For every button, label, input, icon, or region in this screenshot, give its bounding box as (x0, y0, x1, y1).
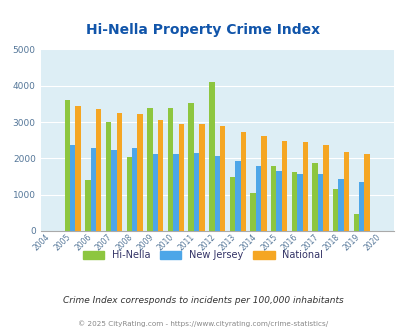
Bar (75, 106, 81, 231)
Bar (220, 126, 225, 231)
Bar (199, 124, 204, 231)
Text: Crime Index corresponds to incidents per 100,000 inhabitants: Crime Index corresponds to incidents per… (62, 296, 343, 305)
Bar (276, 171, 281, 231)
Bar (137, 114, 142, 231)
Bar (260, 136, 266, 231)
Bar (229, 177, 234, 231)
Bar (281, 141, 286, 231)
Bar (152, 154, 158, 231)
Bar (126, 156, 132, 231)
Bar (322, 145, 328, 231)
Bar (255, 166, 260, 231)
Bar (106, 122, 111, 231)
Bar (147, 108, 152, 231)
Bar (234, 161, 240, 231)
Legend: Hi-Nella, New Jersey, National: Hi-Nella, New Jersey, National (79, 246, 326, 264)
Bar (194, 152, 199, 231)
Bar (96, 109, 101, 231)
Bar (240, 132, 245, 231)
Bar (317, 174, 322, 231)
Bar (188, 103, 194, 231)
Bar (90, 148, 96, 231)
Bar (296, 174, 302, 231)
Text: Hi-Nella Property Crime Index: Hi-Nella Property Crime Index (86, 23, 319, 37)
Text: © 2025 CityRating.com - https://www.cityrating.com/crime-statistics/: © 2025 CityRating.com - https://www.city… (78, 320, 327, 327)
Bar (116, 113, 121, 231)
Bar (111, 150, 116, 231)
Bar (343, 151, 348, 231)
Bar (214, 156, 220, 231)
Bar (173, 154, 178, 231)
Bar (70, 145, 75, 231)
Bar (178, 123, 183, 231)
Bar (250, 192, 255, 231)
Bar (353, 214, 358, 231)
Bar (209, 82, 214, 231)
Bar (364, 154, 369, 231)
Bar (338, 179, 343, 231)
Bar (85, 180, 90, 231)
Bar (271, 166, 276, 231)
Bar (291, 172, 296, 231)
Bar (312, 163, 317, 231)
Bar (132, 148, 137, 231)
Bar (358, 182, 364, 231)
Bar (158, 120, 163, 231)
Bar (332, 189, 338, 231)
Bar (302, 142, 307, 231)
Bar (64, 100, 70, 231)
Bar (167, 108, 173, 231)
